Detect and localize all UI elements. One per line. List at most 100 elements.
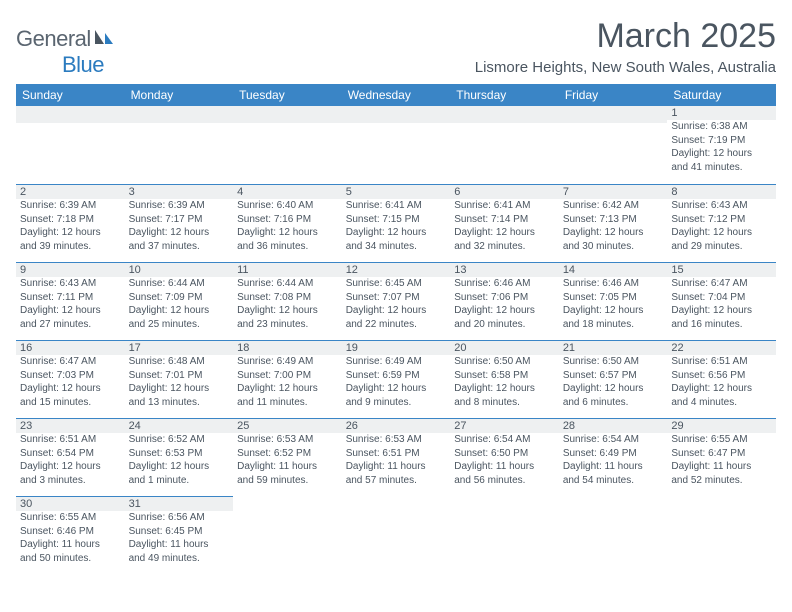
- calendar-day-cell: 20Sunrise: 6:50 AMSunset: 6:58 PMDayligh…: [450, 340, 559, 418]
- sunrise-text: Sunrise: 6:54 AM: [563, 433, 664, 447]
- day-number: 7: [559, 184, 668, 199]
- daylight-text-2: and 6 minutes.: [563, 396, 664, 410]
- page-subtitle: Lismore Heights, New South Wales, Austra…: [475, 59, 776, 76]
- daylight-text-2: and 36 minutes.: [237, 240, 338, 254]
- sunrise-text: Sunrise: 6:55 AM: [671, 433, 772, 447]
- day-number: 24: [125, 418, 234, 433]
- sunrise-text: Sunrise: 6:50 AM: [454, 355, 555, 369]
- sunrise-text: Sunrise: 6:54 AM: [454, 433, 555, 447]
- daylight-text-2: and 3 minutes.: [20, 474, 121, 488]
- sunset-text: Sunset: 6:50 PM: [454, 447, 555, 461]
- daylight-text-2: and 41 minutes.: [671, 161, 772, 175]
- daylight-text-1: Daylight: 12 hours: [454, 226, 555, 240]
- daylight-text-1: Daylight: 12 hours: [20, 226, 121, 240]
- daylight-text-2: and 23 minutes.: [237, 318, 338, 332]
- daylight-text-2: and 27 minutes.: [20, 318, 121, 332]
- calendar-day-cell: [559, 106, 668, 184]
- empty-day: [125, 106, 234, 123]
- daylight-text-1: Daylight: 11 hours: [237, 460, 338, 474]
- day-number: 6: [450, 184, 559, 199]
- weekday-header: Saturday: [667, 84, 776, 106]
- day-number: 14: [559, 262, 668, 277]
- day-details: Sunrise: 6:49 AMSunset: 6:59 PMDaylight:…: [342, 355, 451, 411]
- day-number: 5: [342, 184, 451, 199]
- sunset-text: Sunset: 6:53 PM: [129, 447, 230, 461]
- daylight-text-1: Daylight: 12 hours: [237, 382, 338, 396]
- calendar-page: GeneralBlue March 2025 Lismore Heights, …: [0, 0, 792, 574]
- daylight-text-1: Daylight: 12 hours: [346, 226, 447, 240]
- calendar-day-cell: 11Sunrise: 6:44 AMSunset: 7:08 PMDayligh…: [233, 262, 342, 340]
- sunrise-text: Sunrise: 6:48 AM: [129, 355, 230, 369]
- sunrise-text: Sunrise: 6:51 AM: [20, 433, 121, 447]
- sunset-text: Sunset: 7:08 PM: [237, 291, 338, 305]
- sunrise-text: Sunrise: 6:53 AM: [237, 433, 338, 447]
- daylight-text-2: and 52 minutes.: [671, 474, 772, 488]
- sunset-text: Sunset: 7:13 PM: [563, 213, 664, 227]
- calendar-day-cell: 30Sunrise: 6:55 AMSunset: 6:46 PMDayligh…: [16, 496, 125, 574]
- sunset-text: Sunset: 6:58 PM: [454, 369, 555, 383]
- calendar-day-cell: [233, 106, 342, 184]
- day-details: Sunrise: 6:51 AMSunset: 6:56 PMDaylight:…: [667, 355, 776, 411]
- sunrise-text: Sunrise: 6:46 AM: [563, 277, 664, 291]
- calendar-day-cell: 5Sunrise: 6:41 AMSunset: 7:15 PMDaylight…: [342, 184, 451, 262]
- daylight-text-1: Daylight: 12 hours: [671, 226, 772, 240]
- sunrise-text: Sunrise: 6:55 AM: [20, 511, 121, 525]
- daylight-text-2: and 54 minutes.: [563, 474, 664, 488]
- daylight-text-1: Daylight: 12 hours: [563, 304, 664, 318]
- sunset-text: Sunset: 6:59 PM: [346, 369, 447, 383]
- logo-text-2: Blue: [16, 52, 104, 77]
- sunset-text: Sunset: 7:00 PM: [237, 369, 338, 383]
- sunset-text: Sunset: 6:49 PM: [563, 447, 664, 461]
- sunset-text: Sunset: 7:01 PM: [129, 369, 230, 383]
- day-number: 21: [559, 340, 668, 355]
- sunrise-text: Sunrise: 6:41 AM: [346, 199, 447, 213]
- daylight-text-1: Daylight: 12 hours: [20, 460, 121, 474]
- sunset-text: Sunset: 7:07 PM: [346, 291, 447, 305]
- daylight-text-1: Daylight: 11 hours: [454, 460, 555, 474]
- daylight-text-1: Daylight: 11 hours: [346, 460, 447, 474]
- sunset-text: Sunset: 6:57 PM: [563, 369, 664, 383]
- day-details: Sunrise: 6:45 AMSunset: 7:07 PMDaylight:…: [342, 277, 451, 333]
- sunset-text: Sunset: 7:16 PM: [237, 213, 338, 227]
- daylight-text-2: and 56 minutes.: [454, 474, 555, 488]
- calendar-week-row: 16Sunrise: 6:47 AMSunset: 7:03 PMDayligh…: [16, 340, 776, 418]
- sunset-text: Sunset: 7:04 PM: [671, 291, 772, 305]
- day-details: Sunrise: 6:41 AMSunset: 7:15 PMDaylight:…: [342, 199, 451, 255]
- calendar-head: SundayMondayTuesdayWednesdayThursdayFrid…: [16, 84, 776, 106]
- daylight-text-2: and 32 minutes.: [454, 240, 555, 254]
- calendar-day-cell: [233, 496, 342, 574]
- daylight-text-1: Daylight: 12 hours: [563, 226, 664, 240]
- day-number: 30: [16, 496, 125, 511]
- daylight-text-2: and 1 minute.: [129, 474, 230, 488]
- sunset-text: Sunset: 7:06 PM: [454, 291, 555, 305]
- day-number: 12: [342, 262, 451, 277]
- day-number: 29: [667, 418, 776, 433]
- daylight-text-2: and 25 minutes.: [129, 318, 230, 332]
- daylight-text-1: Daylight: 12 hours: [20, 382, 121, 396]
- daylight-text-1: Daylight: 12 hours: [237, 226, 338, 240]
- calendar-day-cell: [450, 106, 559, 184]
- sunset-text: Sunset: 7:03 PM: [20, 369, 121, 383]
- daylight-text-2: and 29 minutes.: [671, 240, 772, 254]
- calendar-day-cell: 16Sunrise: 6:47 AMSunset: 7:03 PMDayligh…: [16, 340, 125, 418]
- calendar-day-cell: 27Sunrise: 6:54 AMSunset: 6:50 PMDayligh…: [450, 418, 559, 496]
- calendar-day-cell: 8Sunrise: 6:43 AMSunset: 7:12 PMDaylight…: [667, 184, 776, 262]
- calendar-day-cell: 9Sunrise: 6:43 AMSunset: 7:11 PMDaylight…: [16, 262, 125, 340]
- sunrise-text: Sunrise: 6:44 AM: [237, 277, 338, 291]
- daylight-text-2: and 37 minutes.: [129, 240, 230, 254]
- weekday-header: Thursday: [450, 84, 559, 106]
- empty-day: [233, 106, 342, 123]
- day-number: 26: [342, 418, 451, 433]
- day-details: Sunrise: 6:44 AMSunset: 7:09 PMDaylight:…: [125, 277, 234, 333]
- calendar-day-cell: 15Sunrise: 6:47 AMSunset: 7:04 PMDayligh…: [667, 262, 776, 340]
- day-details: Sunrise: 6:50 AMSunset: 6:58 PMDaylight:…: [450, 355, 559, 411]
- daylight-text-2: and 13 minutes.: [129, 396, 230, 410]
- daylight-text-1: Daylight: 12 hours: [671, 304, 772, 318]
- day-number: 10: [125, 262, 234, 277]
- calendar-week-row: 1Sunrise: 6:38 AMSunset: 7:19 PMDaylight…: [16, 106, 776, 184]
- sunset-text: Sunset: 7:11 PM: [20, 291, 121, 305]
- day-number: 27: [450, 418, 559, 433]
- calendar-day-cell: [559, 496, 668, 574]
- logo-text: GeneralBlue: [16, 26, 115, 78]
- day-number: 23: [16, 418, 125, 433]
